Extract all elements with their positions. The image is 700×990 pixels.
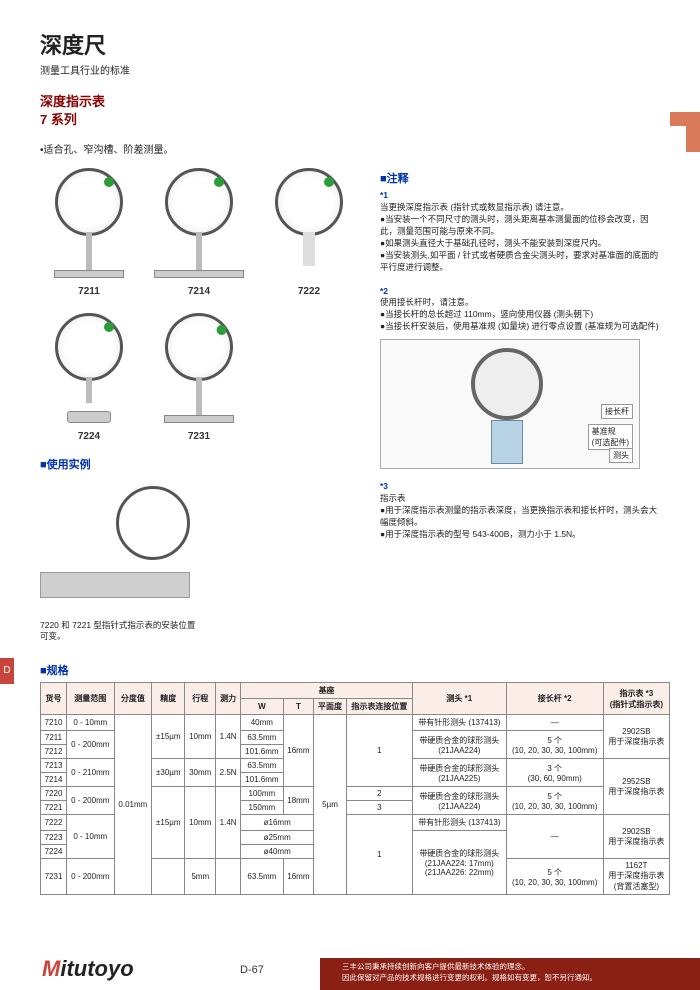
th-stroke: 行程 [185,683,216,715]
product-7224: 7224 [40,309,138,442]
product-label: 7222 [260,286,358,297]
spec-table: 货号 测量范围 分度值 精度 行程 测力 基座 测头 *1 接长杆 *2 指示表… [40,682,670,895]
product-label: 7214 [150,286,248,297]
diagram-label-extrod: 接长杆 [601,404,633,419]
product-7214: 7214 [150,164,248,297]
product-label: 7224 [40,431,138,442]
product-7231: 7231 [150,309,248,442]
note-item: 当安装一个不同尺寸的测头时，测头距离基本测量面的位移会改变，因此，测量范围可能与… [380,214,660,238]
th-range: 测量范围 [67,683,115,715]
series-line1: 深度指示表 [40,94,105,109]
page-subtitle: 测量工具行业的标准 [40,62,670,77]
notes-block: *1 当更换深度指示表 (指针式或数显指示表) 请注意。 当安装一个不同尺寸的测… [380,190,660,540]
note-lead: 指示表 [380,493,660,505]
note-star1: *1 [380,190,660,202]
product-7211: 7211 [40,164,138,297]
corner-accent [670,112,700,152]
th-grad: 分度值 [114,683,152,715]
th-t: T [283,699,314,715]
series-line2: 7 系列 [40,112,77,127]
note-star3: *3 [380,481,660,493]
spec-heading: 规格 [40,662,670,678]
note-item: 用于深度指示表的型号 543-400B，测力小于 1.5N。 [380,529,660,541]
th-force: 测力 [216,683,241,715]
page-number: D-67 [240,964,264,976]
footer-disclaimer: 三丰公司秉承持续创新向客户提供最新技术体验的理念。 因此保留对产品的技术规格进行… [320,958,700,990]
footer-line2: 因此保留对产品的技术规格进行变更的权利。规格如有变更，恕不另行通知。 [342,973,686,984]
product-7222: 7222 [260,164,358,297]
footer-line1: 三丰公司秉承持续创新向客户提供最新技术体验的理念。 [342,962,686,973]
usage-heading: 使用实例 [40,456,200,472]
table-row: 72100 - 10mm 0.01mm ±15µm 10mm 1.4N 40mm… [41,715,670,731]
usage-illustration [40,478,200,618]
usage-caption: 7220 和 7221 型指针式指示表的安装位置可变。 [40,620,200,642]
th-ind: 指示表 *3 (指针式指示表) [603,683,669,715]
note-star2: *2 [380,286,660,298]
product-label: 7231 [150,431,248,442]
notes-heading: 注释 [380,170,660,186]
note-item: 当接长杆安装后，使用基准规 (如量块) 进行零点设置 (基准规为可选配件) [380,321,660,333]
th-tip: 测头 *1 [412,683,506,715]
page-title: 深度尺 [40,28,670,60]
th-flat: 平面度 [314,699,347,715]
th-base: 基座 [241,683,413,699]
note-item: 当接长杆的总长超过 110mm，竖向使用仪器 (测头朝下) [380,309,660,321]
diagram-label-tip: 测头 [609,448,633,463]
extension-rod-diagram: 接长杆 基准规 (可选配件) 测头 [380,339,640,469]
page-footer: Mitutoyo D-67 三丰公司秉承持续创新向客户提供最新技术体验的理念。 … [0,946,700,990]
section-tab-d: D [0,658,14,684]
diagram-label-gauge: 基准规 (可选配件) [588,424,633,450]
note-lead: 使用接长杆时，请注意。 [380,297,660,309]
series-title: 深度指示表 7 系列 [40,93,670,129]
note-item: 用于深度指示表测量的指示表深度，当更换指示表和接长杆时，测头会大幅度倾斜。 [380,505,660,529]
products-grid: 7211 7214 7222 7224 7231 [40,164,380,642]
note-item: 当安装测头,如平面 / 针式或者硬质合金尖测头时，要求对基准面的底面的平行度进行… [380,250,660,274]
mitutoyo-logo: Mitutoyo [42,956,134,982]
th-code: 货号 [41,683,67,715]
product-label: 7211 [40,286,138,297]
note-item: 如果测头直径大于基础孔径时，测头不能安装到深度尺内。 [380,238,660,250]
th-w: W [241,699,283,715]
note-lead: 当更换深度指示表 (指针式或数显指示表) 请注意。 [380,202,660,214]
th-acc: 精度 [152,683,185,715]
feature-bullet: •适合孔、窄沟槽、阶差测量。 [40,141,670,156]
th-connect: 指示表连接位置 [346,699,412,715]
th-ext: 接长杆 *2 [506,683,603,715]
